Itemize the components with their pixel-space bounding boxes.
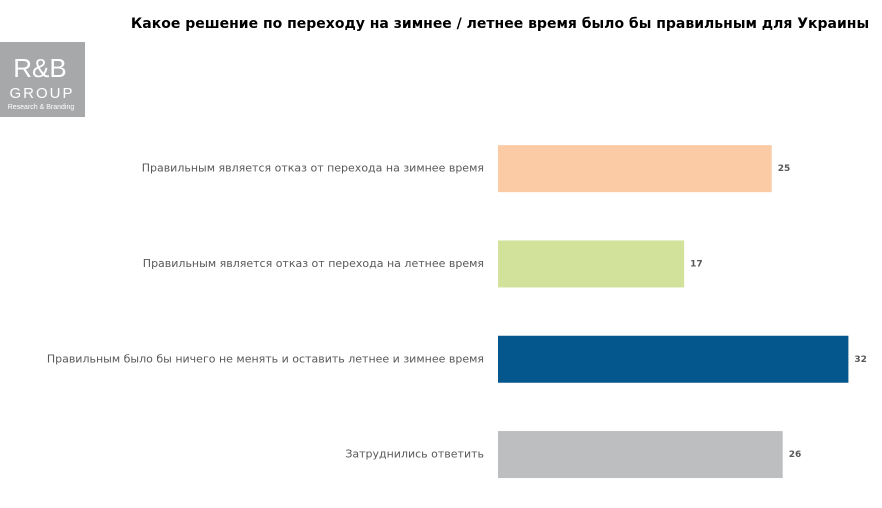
chart-title: Какое решение по переходу на зимнее / ле…: [131, 16, 869, 32]
bar: [498, 145, 772, 193]
category-label: Затруднились ответить: [345, 448, 484, 461]
logo-group: GROUP: [9, 85, 74, 102]
category-label: Правильным является отказ от перехода на…: [143, 257, 484, 270]
bar: [498, 240, 685, 288]
value-label: 17: [690, 259, 703, 269]
value-label: 25: [778, 164, 791, 174]
logo-box: [0, 42, 85, 117]
category-label: Правильным было бы ничего не менять и ос…: [47, 352, 484, 365]
category-label: Правильным является отказ от перехода на…: [142, 162, 484, 175]
logo-brand: R&B: [13, 53, 66, 83]
value-label: 32: [854, 355, 867, 365]
logo-tagline: Research & Branding: [8, 104, 75, 111]
value-label: 26: [789, 450, 802, 460]
bar: [498, 335, 849, 383]
bar: [498, 431, 783, 479]
